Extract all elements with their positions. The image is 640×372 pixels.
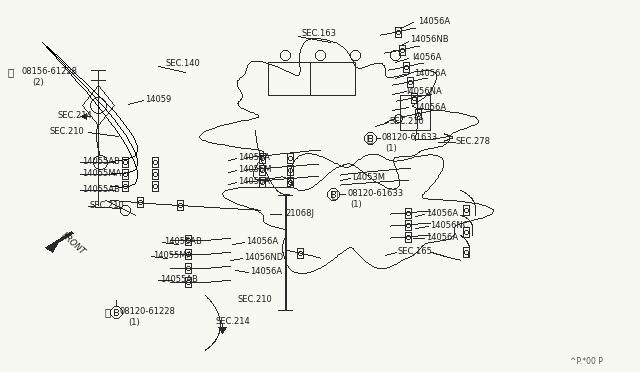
Text: 14056A: 14056A: [414, 103, 446, 112]
Text: SEC.165: SEC.165: [398, 247, 433, 257]
Text: SEC.210: SEC.210: [390, 118, 425, 126]
Text: 14055A: 14055A: [238, 177, 270, 186]
Text: 14055M: 14055M: [238, 166, 271, 174]
Text: 08120-61228: 08120-61228: [120, 308, 176, 317]
Text: SEC.214: SEC.214: [216, 317, 251, 327]
Text: I4056NA: I4056NA: [406, 87, 442, 96]
Text: 14056A: 14056A: [246, 237, 278, 247]
Text: 14055AB: 14055AB: [82, 157, 120, 167]
Text: ^P.*00 P: ^P.*00 P: [570, 357, 603, 366]
Text: 14059: 14059: [145, 96, 172, 105]
Text: 14056A: 14056A: [426, 209, 458, 218]
Text: 14056NB: 14056NB: [410, 35, 449, 45]
Text: 14055MA: 14055MA: [153, 251, 192, 260]
Text: 14055AB: 14055AB: [82, 186, 120, 195]
Text: (1): (1): [385, 144, 397, 153]
Text: Ⓑ: Ⓑ: [367, 133, 373, 143]
Text: 08120-61633: 08120-61633: [382, 134, 438, 142]
Text: SEC.210: SEC.210: [50, 128, 84, 137]
Text: 14056A: 14056A: [426, 234, 458, 243]
Text: SEC.140: SEC.140: [165, 60, 200, 68]
Text: Ⓑ: Ⓑ: [332, 189, 338, 199]
Text: Ⓑ: Ⓑ: [8, 67, 14, 77]
Text: (1): (1): [128, 317, 140, 327]
Text: SEC.163: SEC.163: [302, 29, 337, 38]
Text: (2): (2): [32, 78, 44, 87]
Text: 14056NC: 14056NC: [430, 221, 468, 231]
Text: 14056A: 14056A: [418, 17, 450, 26]
Text: Ⓑ: Ⓑ: [105, 307, 111, 317]
Text: 14055AB: 14055AB: [164, 237, 202, 247]
Text: L4053M: L4053M: [352, 173, 385, 183]
Text: SEC.210: SEC.210: [238, 295, 273, 305]
Text: FRONT: FRONT: [59, 231, 86, 257]
Text: 14056A: 14056A: [414, 70, 446, 78]
Text: (1): (1): [350, 199, 362, 208]
Text: I4056A: I4056A: [412, 54, 442, 62]
Text: 08120-61633: 08120-61633: [347, 189, 403, 199]
Text: 08156-61228: 08156-61228: [22, 67, 78, 77]
Text: 14056A: 14056A: [250, 267, 282, 276]
Text: SEC.214: SEC.214: [57, 112, 92, 121]
Text: 14055AB: 14055AB: [160, 276, 198, 285]
Text: 14056ND: 14056ND: [244, 253, 284, 263]
Text: 21068J: 21068J: [285, 209, 314, 218]
Text: 14055A: 14055A: [238, 154, 270, 163]
Text: SEC.278: SEC.278: [455, 138, 490, 147]
Text: 14055MA: 14055MA: [82, 170, 121, 179]
Text: SEC.210: SEC.210: [90, 202, 125, 211]
